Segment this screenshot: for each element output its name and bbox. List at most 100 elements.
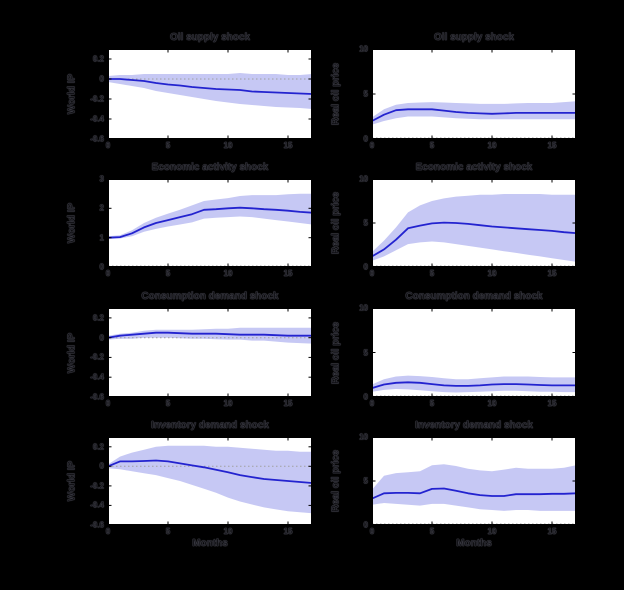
subplot-economic-activity-real-oil-price: Economic activity shock Real oil price 1…: [330, 162, 576, 278]
plot-background: [108, 179, 312, 267]
axis-frame: [108, 308, 312, 397]
y-tick-label: -0.2: [90, 94, 104, 104]
x-tick-label: 0: [369, 269, 375, 278]
axis-frame: [372, 437, 576, 525]
x-tick-label: 5: [165, 141, 171, 150]
x-tick-label: 10: [223, 527, 233, 536]
y-tick-label: 1: [99, 233, 104, 243]
y-tick-label: 0: [99, 333, 104, 343]
plot-title: Inventory demand shock: [415, 420, 533, 431]
y-tick-label: 5: [363, 348, 368, 357]
x-tick-label: 10: [487, 141, 497, 150]
y-tick-label: -0.2: [90, 481, 104, 491]
y-tick-label: 5: [363, 476, 368, 486]
plot-area: [372, 179, 576, 267]
median-line: [108, 206, 312, 239]
axis-frame: [372, 179, 576, 267]
subplot-inventory-demand-real-oil-price: Inventory demand shock Real oil price Mo…: [330, 420, 576, 549]
y-tick-label: 0.2: [92, 54, 104, 64]
y-tick-label: 10: [359, 44, 368, 54]
y-tick-label: 0.2: [92, 313, 104, 323]
y-tick-label: 10: [359, 432, 368, 442]
subplot-oil-supply-real-oil-price: Oil supply shock Real oil price 10 5 0 0 5 10…: [330, 32, 576, 150]
x-tick-label: 5: [429, 527, 435, 536]
x-tick-label: 15: [283, 399, 293, 408]
plot-area: [108, 437, 312, 525]
subplot-consumption-demand-real-oil-price: Consumption demand shock Real oil price …: [330, 291, 576, 408]
plot-area: [372, 49, 576, 139]
y-axis-label: Real oil price: [330, 321, 342, 384]
median-line: [372, 487, 576, 500]
x-tick-label: 5: [429, 399, 435, 408]
subplot-consumption-demand-world-ip: Consumption demand shock World IP 0.2 0 -0…: [66, 291, 312, 408]
y-tick-label: 5: [363, 218, 368, 228]
plot-area: [372, 308, 576, 397]
y-tick-label: 0: [99, 461, 104, 471]
x-tick-label: 10: [487, 527, 497, 536]
x-tick-label: 0: [369, 527, 375, 536]
x-tick-label: 5: [429, 269, 435, 278]
x-axis-label: Months: [192, 538, 228, 549]
x-tick-label: 10: [487, 269, 497, 278]
x-tick-label: 10: [223, 399, 233, 408]
y-tick-label: -0.6: [90, 134, 104, 144]
x-tick-label: 10: [223, 269, 233, 278]
y-tick-label: -0.6: [90, 520, 104, 530]
median-line: [108, 459, 312, 484]
plot-area: [108, 49, 312, 139]
y-axis-label: World IP: [66, 202, 78, 244]
x-tick-label: 10: [223, 141, 233, 150]
y-tick-label: -0.6: [90, 392, 104, 402]
y-axis-label: World IP: [66, 460, 78, 502]
y-tick-label: 0: [363, 262, 368, 272]
plot-area: [372, 437, 576, 525]
plot-background: [372, 49, 576, 139]
axis-frame: [372, 49, 576, 139]
y-tick-label: 0: [363, 392, 368, 402]
axis-frame: [108, 49, 312, 139]
x-tick-label: 0: [105, 527, 111, 536]
x-tick-label: 0: [369, 141, 375, 150]
median-line: [372, 221, 576, 258]
y-tick-label: 0: [99, 262, 104, 272]
y-tick-label: 10: [359, 174, 368, 184]
median-line: [108, 78, 312, 95]
plot-title: Inventory demand shock: [151, 420, 269, 431]
y-tick-label: -0.2: [90, 352, 104, 362]
y-axis-label: Real oil price: [330, 449, 342, 513]
plot-area: [108, 179, 312, 267]
x-tick-label: 5: [429, 141, 435, 150]
confidence-band: [372, 194, 576, 262]
confidence-band: [372, 464, 576, 511]
x-tick-label: 15: [283, 527, 293, 536]
x-tick-label: 15: [283, 141, 293, 150]
y-tick-label: 0: [99, 74, 104, 84]
confidence-band: [108, 445, 312, 514]
y-tick-label: 0: [363, 134, 368, 144]
x-tick-label: 0: [105, 269, 111, 278]
axis-frame: [108, 437, 312, 525]
x-tick-label: 15: [547, 141, 557, 150]
subplot-oil-supply-world-ip: Oil supply shock World IP 0.2 0 -0.2 -0.4 -0…: [66, 32, 312, 150]
x-tick-label: 5: [165, 399, 171, 408]
y-tick-label: -0.4: [90, 500, 104, 510]
x-tick-label: 15: [547, 527, 557, 536]
plot-background: [108, 308, 312, 397]
x-tick-label: 15: [547, 399, 557, 408]
median-line: [372, 381, 576, 389]
x-tick-label: 10: [487, 399, 497, 408]
x-tick-label: 0: [369, 399, 375, 408]
plot-title: Economic activity shock: [415, 162, 533, 173]
axis-frame: [108, 179, 312, 267]
plot-title: Oil supply shock: [169, 32, 251, 43]
subplot-inventory-demand-world-ip: Inventory demand shock World IP Months 0…: [66, 420, 312, 549]
y-tick-label: 0: [363, 520, 368, 530]
x-tick-label: 5: [165, 527, 171, 536]
median-line: [108, 331, 312, 339]
plot-title: Economic activity shock: [151, 162, 269, 173]
x-tick-label: 15: [283, 269, 293, 278]
x-tick-label: 0: [105, 141, 111, 150]
plot-title: Oil supply shock: [433, 32, 515, 43]
confidence-band: [108, 193, 312, 240]
